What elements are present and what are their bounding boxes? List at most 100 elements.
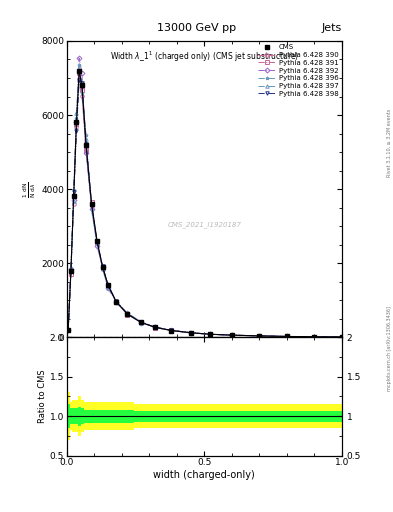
Pythia 6.428 396 [114, 300, 119, 306]
Pythia 6.428 398 [66, 327, 71, 333]
Pythia 6.428 390 [285, 333, 289, 339]
CMS [74, 119, 79, 125]
Pythia 6.428 390 [77, 77, 82, 83]
CMS [125, 311, 130, 317]
Pythia 6.428 396 [312, 334, 317, 340]
Pythia 6.428 390 [66, 327, 71, 333]
Pythia 6.428 398 [312, 334, 317, 340]
Pythia 6.428 397 [74, 110, 79, 116]
Pythia 6.428 391 [106, 282, 110, 288]
Pythia 6.428 397 [68, 265, 73, 271]
Pythia 6.428 392 [72, 197, 76, 203]
Pythia 6.428 392 [68, 266, 73, 272]
Pythia 6.428 396 [169, 327, 174, 333]
Pythia 6.428 397 [125, 311, 130, 317]
CMS [188, 330, 193, 336]
Pythia 6.428 397 [340, 334, 344, 340]
Pythia 6.428 391 [257, 333, 262, 339]
CMS [89, 201, 94, 207]
Pythia 6.428 391 [285, 333, 289, 339]
Line: Pythia 6.428 390: Pythia 6.428 390 [66, 78, 343, 339]
Pythia 6.428 391 [312, 334, 317, 340]
Pythia 6.428 398 [89, 202, 94, 208]
Pythia 6.428 391 [66, 327, 71, 333]
Pythia 6.428 396 [77, 62, 82, 69]
Pythia 6.428 396 [230, 332, 234, 338]
Pythia 6.428 397 [79, 79, 84, 86]
CMS [95, 238, 99, 244]
Pythia 6.428 397 [285, 333, 289, 339]
Text: CMS_2021_I1920187: CMS_2021_I1920187 [167, 221, 241, 228]
Pythia 6.428 392 [74, 119, 79, 125]
Line: Pythia 6.428 396: Pythia 6.428 396 [66, 63, 343, 339]
CMS [77, 68, 82, 74]
Pythia 6.428 398 [72, 189, 76, 196]
Pythia 6.428 396 [125, 310, 130, 316]
Pythia 6.428 397 [188, 330, 193, 336]
Pythia 6.428 397 [169, 328, 174, 334]
Pythia 6.428 397 [106, 285, 110, 291]
Pythia 6.428 398 [74, 128, 79, 134]
Pythia 6.428 396 [84, 133, 88, 139]
Pythia 6.428 396 [79, 90, 84, 96]
Pythia 6.428 398 [95, 239, 99, 245]
Pythia 6.428 390 [230, 332, 234, 338]
Pythia 6.428 390 [95, 239, 99, 245]
Pythia 6.428 391 [77, 70, 82, 76]
Pythia 6.428 396 [340, 334, 344, 340]
Pythia 6.428 392 [169, 327, 174, 333]
Pythia 6.428 397 [84, 136, 88, 142]
Pythia 6.428 396 [188, 330, 193, 336]
Pythia 6.428 398 [106, 283, 110, 289]
Pythia 6.428 398 [114, 298, 119, 304]
Pythia 6.428 396 [66, 326, 71, 332]
Pythia 6.428 392 [114, 299, 119, 305]
Pythia 6.428 398 [285, 333, 289, 339]
Pythia 6.428 390 [340, 334, 344, 340]
Pythia 6.428 398 [152, 324, 157, 330]
CMS [114, 299, 119, 305]
Pythia 6.428 398 [77, 77, 82, 83]
Pythia 6.428 392 [257, 333, 262, 339]
Pythia 6.428 396 [139, 318, 143, 325]
CMS [106, 282, 110, 288]
Legend: CMS, Pythia 6.428 390, Pythia 6.428 391, Pythia 6.428 392, Pythia 6.428 396, Pyt: CMS, Pythia 6.428 390, Pythia 6.428 391,… [257, 43, 340, 98]
Pythia 6.428 390 [74, 123, 79, 130]
Pythia 6.428 391 [169, 327, 174, 333]
Pythia 6.428 392 [125, 310, 130, 316]
CMS [72, 194, 76, 200]
Pythia 6.428 390 [72, 200, 76, 206]
CMS [285, 333, 289, 339]
Pythia 6.428 391 [72, 193, 76, 199]
Pythia 6.428 396 [106, 281, 110, 287]
Pythia 6.428 397 [139, 320, 143, 326]
Pythia 6.428 398 [100, 263, 105, 269]
CMS [66, 327, 71, 333]
Pythia 6.428 398 [79, 80, 84, 87]
Pythia 6.428 392 [77, 55, 82, 61]
Pythia 6.428 396 [74, 115, 79, 121]
Pythia 6.428 398 [169, 327, 174, 333]
Pythia 6.428 392 [230, 332, 234, 338]
Line: Pythia 6.428 391: Pythia 6.428 391 [66, 71, 343, 339]
Y-axis label: $\frac{1}{\mathrm{N}}\,\frac{\mathrm{d}\mathrm{N}}{\mathrm{d}\lambda}$: $\frac{1}{\mathrm{N}}\,\frac{\mathrm{d}\… [22, 181, 38, 198]
Pythia 6.428 390 [257, 333, 262, 339]
Pythia 6.428 397 [152, 324, 157, 330]
Pythia 6.428 397 [100, 266, 105, 272]
Pythia 6.428 391 [95, 240, 99, 246]
Pythia 6.428 392 [100, 264, 105, 270]
X-axis label: width (charged-only): width (charged-only) [154, 470, 255, 480]
Pythia 6.428 390 [312, 334, 317, 340]
Pythia 6.428 391 [84, 147, 88, 154]
Pythia 6.428 390 [100, 264, 105, 270]
Pythia 6.428 397 [89, 201, 94, 207]
Pythia 6.428 397 [77, 68, 82, 74]
CMS [100, 264, 105, 270]
Pythia 6.428 392 [188, 330, 193, 336]
Pythia 6.428 392 [285, 333, 289, 339]
Pythia 6.428 398 [68, 268, 73, 274]
Pythia 6.428 390 [106, 283, 110, 289]
Pythia 6.428 396 [208, 331, 212, 337]
Pythia 6.428 391 [230, 332, 234, 338]
Pythia 6.428 390 [152, 325, 157, 331]
